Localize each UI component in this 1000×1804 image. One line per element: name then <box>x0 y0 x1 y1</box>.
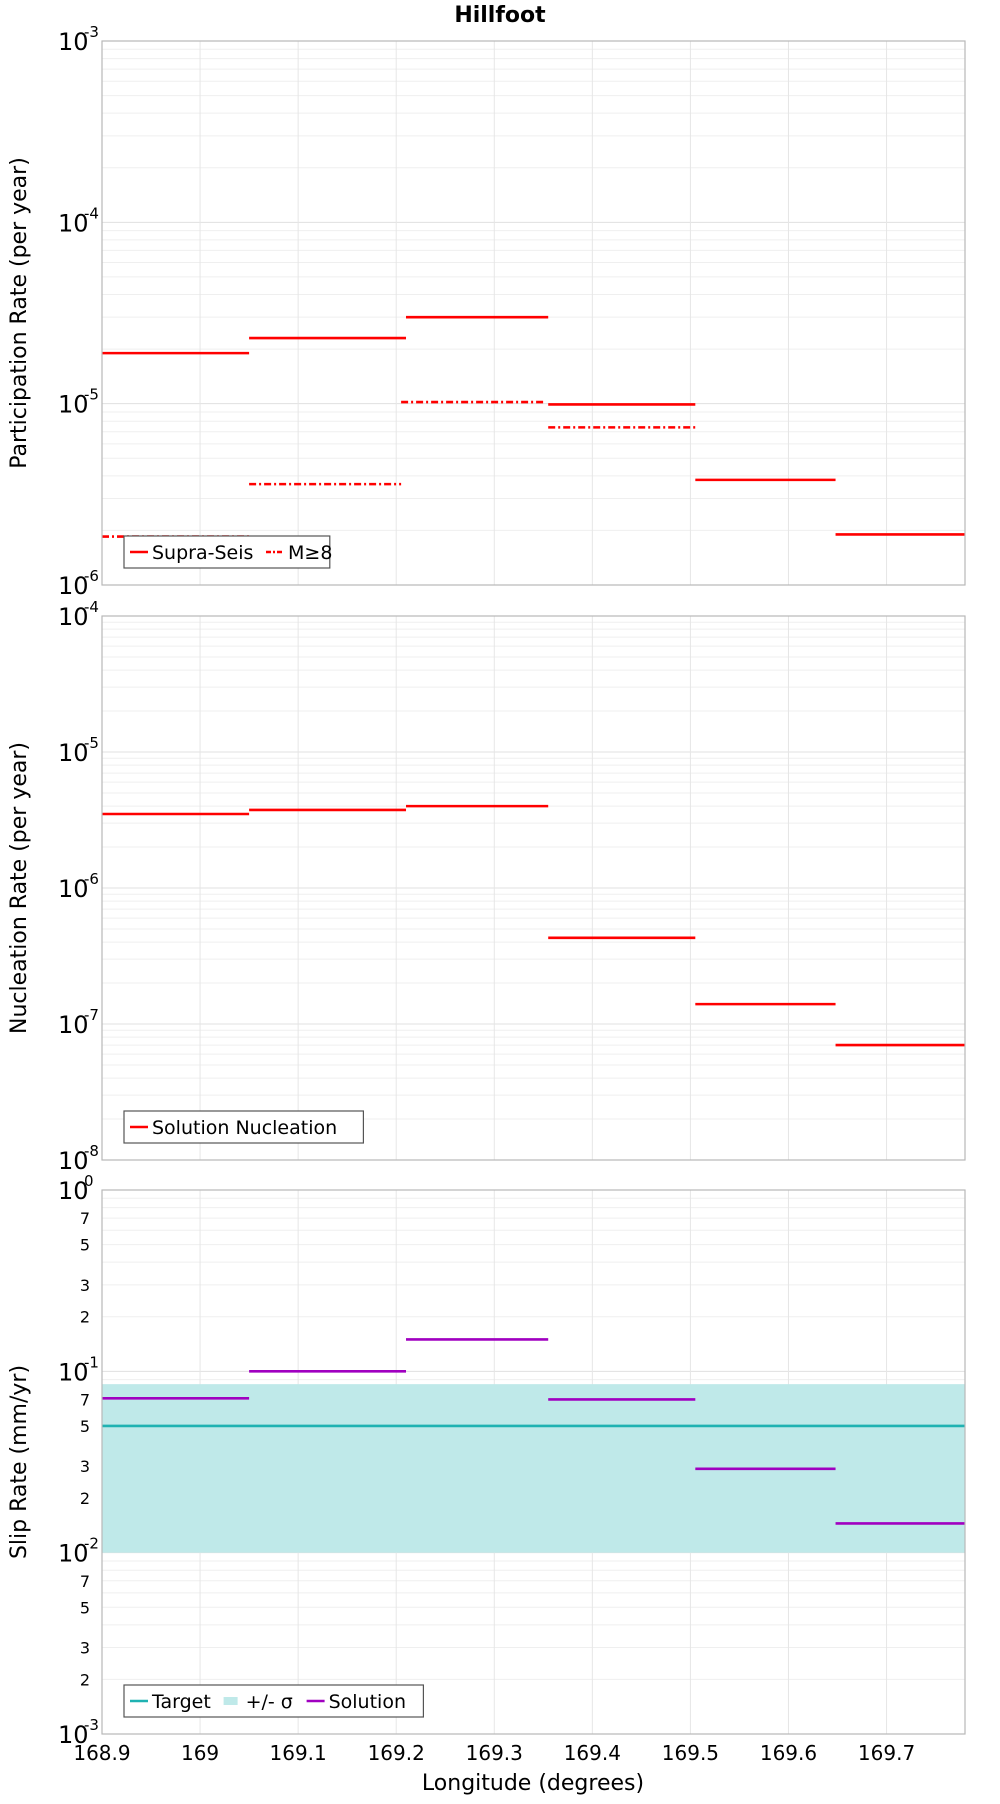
y-minor-tick-label: 2 <box>80 1308 90 1327</box>
y-tick-exponent: -5 <box>84 734 99 752</box>
y-tick-label: 10 <box>58 209 89 237</box>
y-tick-label: 10 <box>58 1177 89 1205</box>
legend-box-0 <box>123 535 331 569</box>
y-minor-tick-label: 5 <box>80 1417 90 1436</box>
plot-area-0 <box>102 41 965 585</box>
x-axis-label: Longitude (degrees) <box>422 1771 644 1796</box>
y-tick-exponent: -1 <box>84 1353 99 1371</box>
x-tick-label: 169 <box>181 1741 219 1765</box>
y-tick-exponent: -7 <box>84 1006 99 1024</box>
y-tick-exponent: -4 <box>84 598 99 616</box>
legend-entry-label: Supra-Seis <box>152 542 253 564</box>
y-axis-label: Slip Rate (mm/yr) <box>7 1365 32 1559</box>
y-tick-label: 10 <box>58 1540 89 1568</box>
legend-entry-label: Target <box>151 1691 211 1713</box>
y-axis-label: Nucleation Rate (per year) <box>7 742 32 1034</box>
x-tick-label: 168.9 <box>73 1741 130 1765</box>
legend-box-1 <box>123 1110 364 1144</box>
x-tick-label: 169.3 <box>466 1741 523 1765</box>
y-tick-exponent: -3 <box>84 1716 99 1734</box>
x-tick-label: 169.6 <box>760 1741 817 1765</box>
y-tick-label: 10 <box>58 1147 89 1175</box>
y-minor-tick-label: 5 <box>80 1598 90 1617</box>
y-tick-label: 10 <box>58 28 89 56</box>
y-tick-exponent: -8 <box>84 1142 99 1160</box>
y-minor-tick-label: 7 <box>80 1390 90 1409</box>
y-tick-exponent: -3 <box>84 23 99 41</box>
y-axis-label: Participation Rate (per year) <box>7 157 32 469</box>
legend-entry-label: +/- σ <box>246 1691 293 1713</box>
y-tick-label: 10 <box>58 603 89 631</box>
legend-entry-label: M≥8 <box>288 542 332 564</box>
y-minor-tick-label: 5 <box>80 1236 90 1255</box>
y-tick-exponent: -2 <box>84 1535 99 1553</box>
y-tick-exponent: -4 <box>84 204 99 222</box>
y-minor-tick-label: 3 <box>80 1457 90 1476</box>
y-tick-exponent: 0 <box>84 1172 94 1190</box>
legend-entry-label: Solution Nucleation <box>152 1117 337 1139</box>
y-tick-exponent: -5 <box>84 386 99 404</box>
y-minor-tick-label: 2 <box>80 1670 90 1689</box>
legend-entry-label: Solution <box>329 1691 406 1713</box>
legend-swatch-band <box>223 1697 238 1705</box>
x-tick-label: 169.2 <box>368 1741 425 1765</box>
chart-title: Hillfoot <box>454 3 546 28</box>
legend-box-2 <box>123 1684 424 1718</box>
x-tick-label: 169.7 <box>858 1741 915 1765</box>
y-minor-tick-label: 7 <box>80 1572 90 1591</box>
y-tick-label: 10 <box>58 1011 89 1039</box>
y-tick-exponent: -6 <box>84 567 99 585</box>
y-tick-label: 10 <box>58 875 89 903</box>
x-tick-label: 169.5 <box>662 1741 719 1765</box>
y-tick-label: 10 <box>58 572 89 600</box>
y-minor-tick-label: 3 <box>80 1276 90 1295</box>
y-minor-tick-label: 3 <box>80 1638 90 1657</box>
x-tick-label: 169.1 <box>270 1741 327 1765</box>
plot-frame-2 <box>101 1189 966 1735</box>
y-tick-label: 10 <box>58 1358 89 1386</box>
y-minor-tick-label: 2 <box>80 1489 90 1508</box>
y-minor-tick-label: 7 <box>80 1209 90 1228</box>
plot-frame-1 <box>101 615 966 1161</box>
y-tick-label: 10 <box>58 1721 89 1749</box>
x-tick-label: 169.4 <box>564 1741 621 1765</box>
y-tick-exponent: -6 <box>84 870 99 888</box>
y-tick-label: 10 <box>58 739 89 767</box>
y-tick-label: 10 <box>58 391 89 419</box>
plot-frame-0 <box>101 40 966 586</box>
